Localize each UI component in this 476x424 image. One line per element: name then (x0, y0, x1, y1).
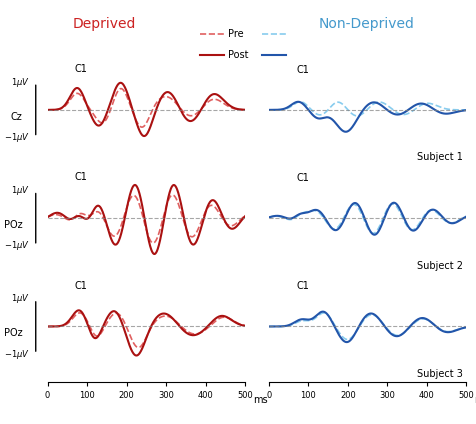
Text: ms: ms (253, 395, 268, 405)
Text: Post: Post (228, 50, 249, 60)
Text: C1: C1 (296, 65, 309, 75)
Text: Subject 2: Subject 2 (416, 260, 463, 271)
Text: $1\mu V$: $1\mu V$ (11, 184, 30, 197)
Y-axis label: POz: POz (4, 328, 22, 338)
Y-axis label: Cz: Cz (11, 112, 22, 122)
Text: C1: C1 (75, 173, 88, 182)
Y-axis label: POz: POz (4, 220, 22, 230)
Text: C1: C1 (75, 281, 88, 291)
Text: Non-Deprived: Non-Deprived (318, 17, 415, 31)
Text: Subject 3: Subject 3 (416, 369, 463, 379)
Text: $1\mu V$: $1\mu V$ (11, 76, 30, 89)
Text: $-1\mu V$: $-1\mu V$ (4, 348, 30, 360)
Text: Deprived: Deprived (73, 17, 137, 31)
Text: Subject 1: Subject 1 (416, 152, 463, 162)
Text: $-1\mu V$: $-1\mu V$ (4, 239, 30, 252)
Text: C1: C1 (75, 64, 88, 74)
Text: $-1\mu V$: $-1\mu V$ (4, 131, 30, 144)
Text: C1: C1 (296, 173, 309, 183)
Text: C1: C1 (296, 282, 309, 291)
Text: ms: ms (475, 395, 476, 405)
Text: Pre: Pre (228, 29, 244, 39)
Text: $1\mu V$: $1\mu V$ (11, 293, 30, 305)
